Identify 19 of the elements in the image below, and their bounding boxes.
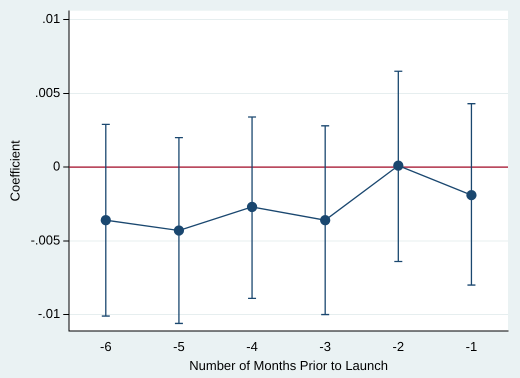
y-tick-label: .01: [42, 11, 60, 26]
x-tick-label: -4: [246, 339, 258, 354]
point: [246, 202, 258, 212]
y-tick-label: -.005: [30, 232, 60, 248]
x-tick-label: -6: [100, 339, 112, 354]
x-tick-label: -3: [319, 339, 331, 354]
x-tick-label: -2: [392, 339, 404, 354]
x-tick-label: -5: [173, 339, 185, 354]
y-tick-label: -.01: [38, 306, 60, 322]
point: [320, 215, 330, 226]
point: [393, 160, 404, 171]
x-axis-title: Number of Months Prior to Launch: [189, 358, 388, 373]
point: [466, 190, 477, 200]
y-tick-label: 0: [52, 158, 60, 174]
point: [174, 225, 184, 236]
y-tick-label: .005: [34, 84, 60, 100]
point: [100, 215, 111, 226]
x-tick-label: -1: [466, 339, 478, 354]
y-axis-title: Coefficient: [7, 140, 22, 202]
